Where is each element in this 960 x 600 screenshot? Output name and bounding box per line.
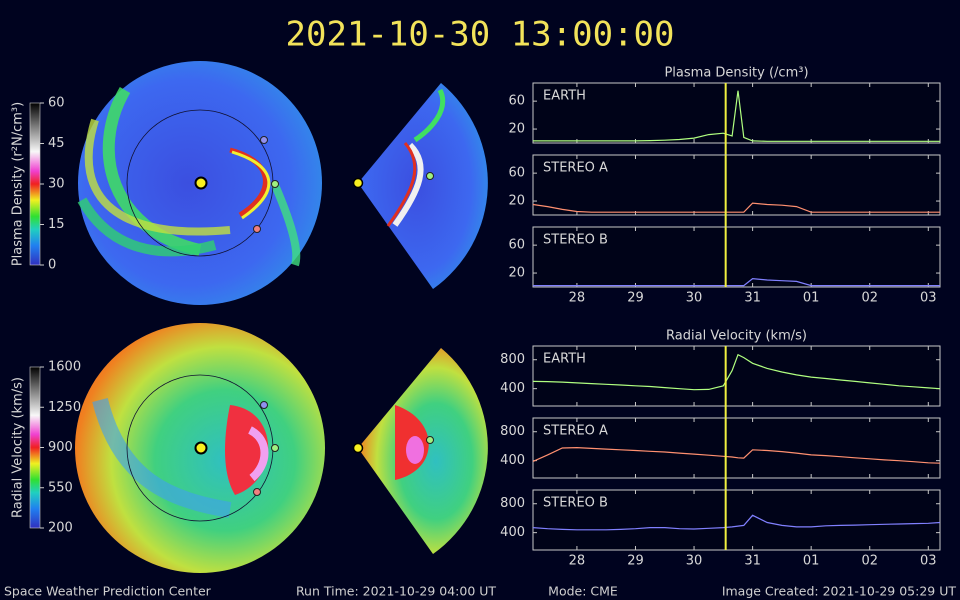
y-tick-label: 20 bbox=[508, 266, 525, 281]
x-tick-label: 03 bbox=[920, 554, 937, 569]
y-tick-label: 20 bbox=[508, 122, 525, 137]
footer-org: Space Weather Prediction Center bbox=[4, 584, 212, 599]
colorbar-tick-label: 45 bbox=[48, 136, 65, 151]
footer-run-time: Run Time: 2021-10-29 04:00 UT bbox=[296, 584, 496, 599]
y-tick-label: 400 bbox=[500, 453, 525, 468]
y-tick-label: 800 bbox=[500, 496, 525, 511]
x-tick-label: 31 bbox=[744, 554, 761, 569]
y-tick-label: 60 bbox=[508, 166, 525, 181]
x-tick-label: 30 bbox=[686, 291, 703, 306]
panel-name: EARTH bbox=[543, 89, 586, 104]
footer-created: Image Created: 2021-10-29 05:29 UT bbox=[722, 584, 957, 599]
y-tick-label: 800 bbox=[500, 352, 525, 367]
x-tick-label: 01 bbox=[803, 554, 820, 569]
footer-mode: Mode: CME bbox=[548, 584, 618, 599]
x-tick-label: 02 bbox=[861, 554, 878, 569]
colorbar-tick-label: 900 bbox=[48, 440, 73, 455]
series-line bbox=[532, 514, 941, 531]
series-line bbox=[533, 277, 940, 287]
colorbar-tick-label: 15 bbox=[48, 217, 65, 232]
colorbar-tick-label: 0 bbox=[48, 258, 56, 273]
panel bbox=[532, 82, 941, 144]
x-tick-label: 29 bbox=[627, 291, 644, 306]
series-line bbox=[532, 202, 940, 213]
panel-name: STEREO A bbox=[543, 161, 608, 176]
y-tick-label: 400 bbox=[500, 381, 525, 396]
x-tick-label: 28 bbox=[569, 554, 586, 569]
colorbar bbox=[29, 102, 41, 266]
panel-name: STEREO B bbox=[543, 233, 608, 248]
colorbar bbox=[29, 366, 41, 529]
panel bbox=[532, 154, 941, 216]
x-tick-label: 03 bbox=[920, 291, 937, 306]
panel-name: EARTH bbox=[543, 352, 586, 367]
panel bbox=[532, 489, 941, 551]
y-tick-label: 60 bbox=[508, 238, 525, 253]
colorbar-tick-label: 1250 bbox=[48, 400, 81, 415]
x-tick-label: 01 bbox=[803, 291, 820, 306]
x-tick-label: 28 bbox=[569, 291, 586, 306]
series-line bbox=[532, 446, 941, 464]
panel bbox=[532, 226, 941, 288]
y-tick-label: 800 bbox=[500, 424, 525, 439]
colorbar-tick-label: 200 bbox=[48, 521, 73, 536]
panel bbox=[532, 345, 941, 407]
chart-title: Radial Velocity (km/s) bbox=[666, 329, 807, 344]
x-tick-label: 02 bbox=[861, 291, 878, 306]
x-tick-label: 29 bbox=[627, 554, 644, 569]
panel-name: STEREO A bbox=[543, 424, 608, 439]
y-tick-label: 400 bbox=[500, 525, 525, 540]
y-tick-label: 20 bbox=[508, 194, 525, 209]
colorbar-tick-label: 1600 bbox=[48, 360, 81, 375]
y-tick-label: 60 bbox=[508, 94, 525, 109]
colorbar-tick-label: 60 bbox=[48, 96, 65, 111]
colorbar-label: Radial Velocity (km/s) bbox=[11, 377, 26, 518]
panel-name: STEREO B bbox=[543, 496, 608, 511]
chart-title: Plasma Density (/cm³) bbox=[664, 66, 808, 81]
colorbar-label: Plasma Density (r²N/cm³) bbox=[11, 102, 26, 266]
page-title: 2021-10-30 13:00:00 bbox=[286, 15, 675, 55]
velocity-map bbox=[75, 323, 488, 573]
colorbar-tick-label: 550 bbox=[48, 480, 73, 495]
colorbar-tick-label: 30 bbox=[48, 177, 65, 192]
series-line bbox=[533, 90, 940, 142]
x-tick-label: 31 bbox=[744, 291, 761, 306]
density-map bbox=[77, 61, 488, 305]
x-tick-label: 30 bbox=[686, 554, 703, 569]
panel bbox=[532, 417, 941, 479]
series-line bbox=[532, 353, 941, 391]
